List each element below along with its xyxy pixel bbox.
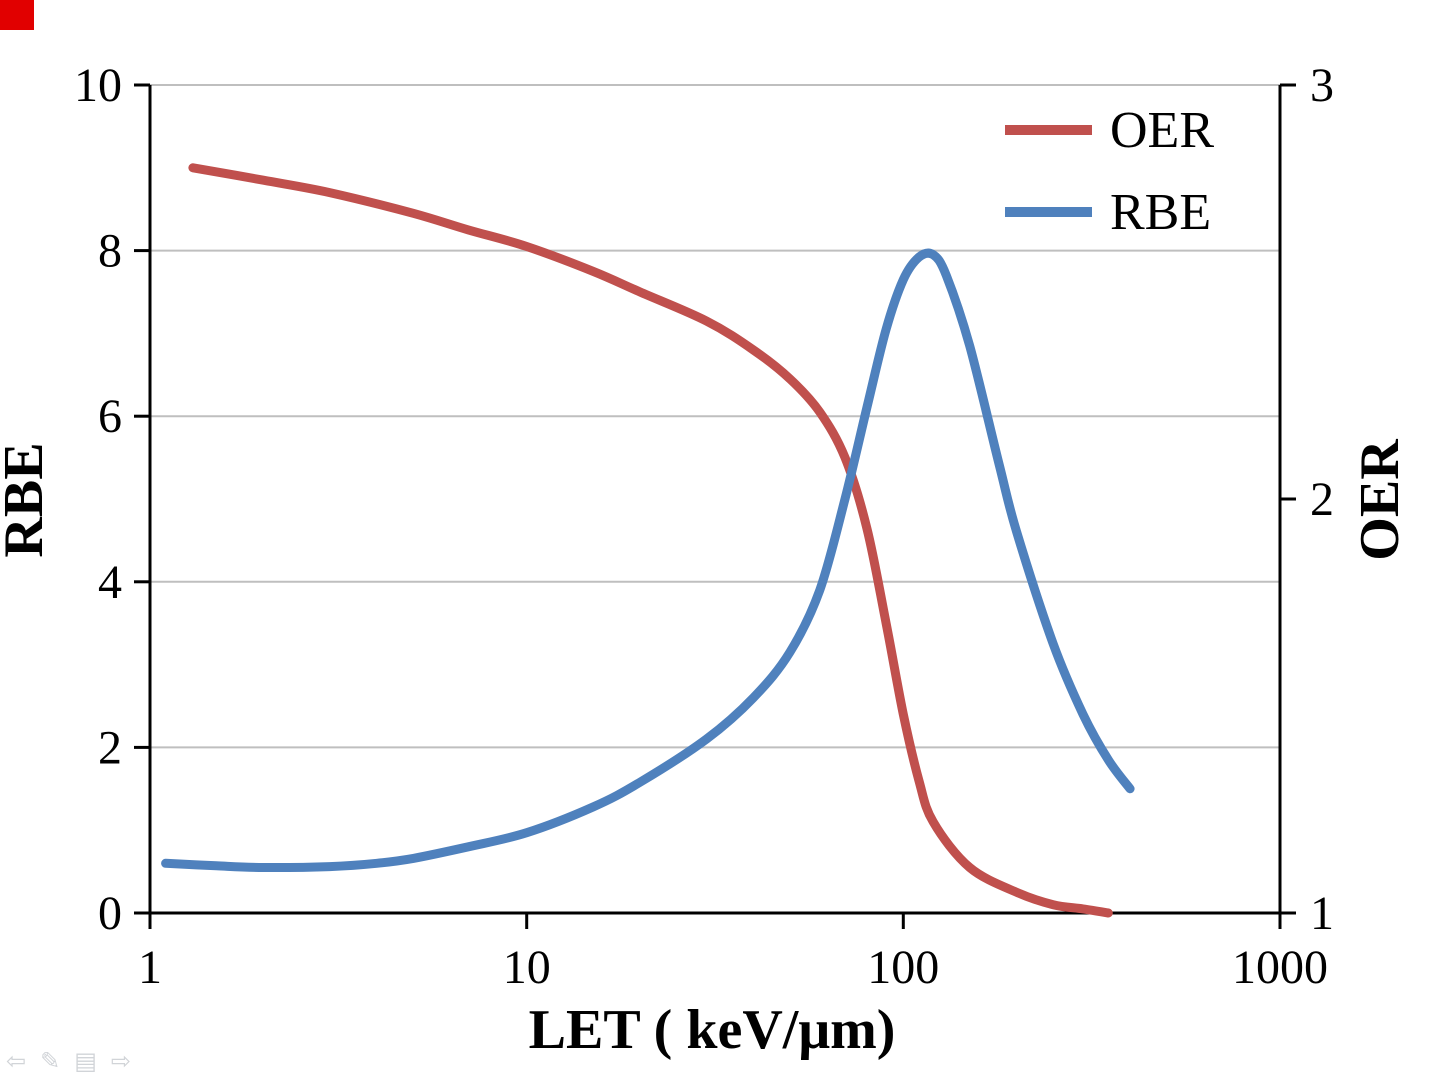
- tick-label: 4: [98, 556, 122, 609]
- tick-label: 100: [867, 941, 939, 994]
- tick-label: 10: [74, 59, 122, 112]
- tick-label: 2: [1310, 473, 1334, 526]
- oer-curve: [188, 163, 1113, 918]
- slide-menu-icon[interactable]: ▤: [74, 1047, 97, 1075]
- left-y-axis-title: RBE: [0, 442, 55, 557]
- gridlines: [150, 84, 1280, 749]
- legend-entry-oer: OER: [1005, 102, 1214, 159]
- legend-entry-rbe: RBE: [1005, 184, 1211, 241]
- tick-label: 3: [1310, 59, 1334, 112]
- red-corner-mark: [0, 0, 34, 30]
- rbe-curve: [161, 248, 1135, 873]
- legend: OER RBE: [1005, 102, 1214, 241]
- legend-label: RBE: [1110, 184, 1211, 241]
- presentation-nav-controls: ⇦ ✎ ▤ ⇨: [6, 1049, 131, 1073]
- legend-label: OER: [1110, 102, 1214, 159]
- tick-label: 6: [98, 390, 122, 443]
- tick-label: 1: [1310, 887, 1334, 940]
- pen-tool-icon[interactable]: ✎: [40, 1047, 61, 1075]
- previous-slide-icon[interactable]: ⇦: [6, 1047, 27, 1075]
- tick-label: 2: [98, 721, 122, 774]
- tick-label: 8: [98, 225, 122, 278]
- tick-label: 1: [138, 941, 162, 994]
- x-axis-title: LET ( keV/μm): [529, 999, 896, 1061]
- next-slide-icon[interactable]: ⇨: [110, 1047, 132, 1075]
- right-y-axis-title: OER: [1349, 439, 1411, 561]
- tick-label: 1000: [1232, 941, 1328, 994]
- tick-label: 0: [98, 887, 122, 940]
- tick-label: 10: [503, 941, 551, 994]
